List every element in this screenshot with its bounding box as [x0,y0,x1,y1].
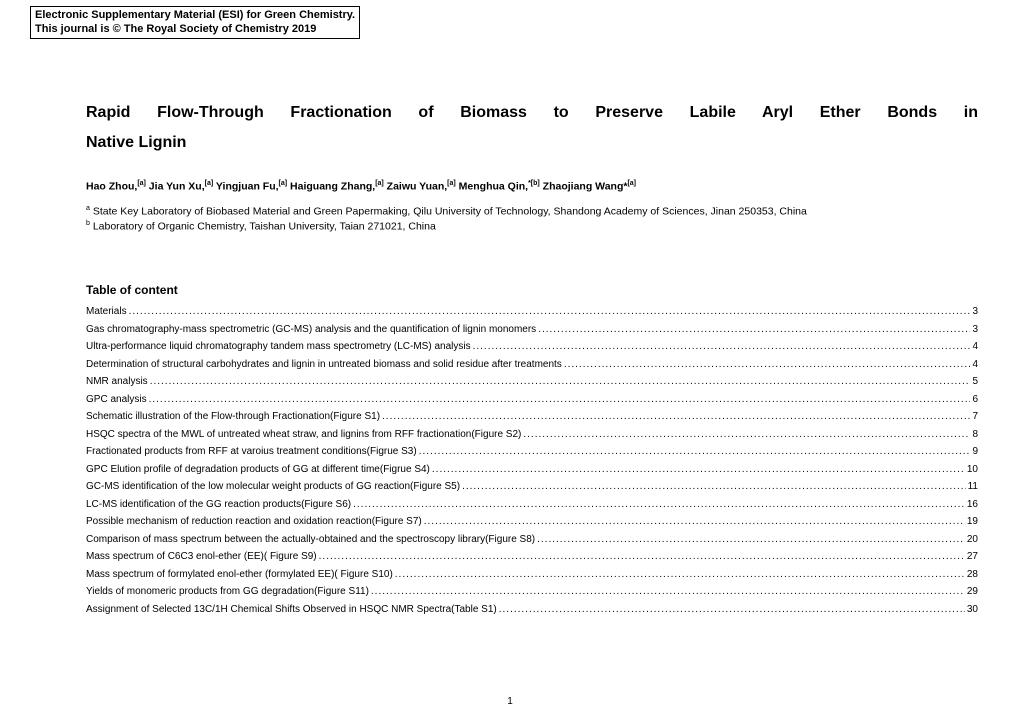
toc-entry-page: 3 [972,321,978,339]
toc-entry-label: Mass spectrum of C6C3 enol-ether (EE)( F… [86,548,317,566]
toc-entry: Ultra-performance liquid chromatography … [86,338,978,356]
toc-entry: GPC Elution profile of degradation produ… [86,461,978,479]
toc-entry-label: Assignment of Selected 13C/1H Chemical S… [86,601,497,619]
toc-leader-dots [353,496,965,514]
toc-entry-page: 3 [972,303,978,321]
toc-entry-label: GPC Elution profile of degradation produ… [86,461,430,479]
toc-entry-label: LC-MS identification of the GG reaction … [86,496,351,514]
toc-entry: Determination of structural carbohydrate… [86,356,978,374]
journal-line1: Electronic Supplementary Material (ESI) … [35,8,355,22]
toc-leader-dots [473,338,971,356]
toc-entry-page: 29 [967,583,978,601]
toc-leader-dots [564,356,971,374]
toc-entry: Materials 3 [86,303,978,321]
toc-entry-label: Materials [86,303,127,321]
toc-entry: Comparison of mass spectrum between the … [86,531,978,549]
toc-leader-dots [382,408,970,426]
toc-entry: NMR analysis 5 [86,373,978,391]
toc-entry-page: 19 [967,513,978,531]
page-number: 1 [0,696,1020,707]
toc-leader-dots [462,478,966,496]
toc-entry-page: 4 [972,338,978,356]
toc-entry-label: GC-MS identification of the low molecula… [86,478,460,496]
toc-leader-dots [499,601,965,619]
toc-entry: Mass spectrum of C6C3 enol-ether (EE)( F… [86,548,978,566]
toc-entry-page: 5 [972,373,978,391]
toc-entry-page: 6 [972,391,978,409]
toc-entry-page: 30 [967,601,978,619]
affiliation-b: b Laboratory of Organic Chemistry, Taish… [86,219,990,234]
toc-entry-label: Fractionated products from RFF at varoiu… [86,443,417,461]
toc-leader-dots [149,391,971,409]
toc-entry-page: 16 [967,496,978,514]
table-of-contents: Materials 3 Gas chromatography-mass spectr… [86,303,990,618]
toc-leader-dots [129,303,971,321]
paper-title-line1: Rapid Flow-Through Fractionation of Biom… [86,98,978,128]
journal-header: Electronic Supplementary Material (ESI) … [30,6,360,39]
toc-leader-dots [432,461,965,479]
toc-entry-label: Yields of monomeric products from GG deg… [86,583,369,601]
toc-leader-dots [395,566,965,584]
toc-entry: Fractionated products from RFF at varoiu… [86,443,978,461]
toc-entry-page: 27 [967,548,978,566]
toc-entry: GC-MS identification of the low molecula… [86,478,978,496]
toc-leader-dots [371,583,965,601]
affiliation-a: a State Key Laboratory of Biobased Mater… [86,204,990,219]
toc-leader-dots [523,426,970,444]
toc-entry: Assignment of Selected 13C/1H Chemical S… [86,601,978,619]
toc-entry-page: 20 [967,531,978,549]
toc-entry-label: Gas chromatography-mass spectrometric (G… [86,321,536,339]
toc-entry-label: Ultra-performance liquid chromatography … [86,338,471,356]
affiliations: a State Key Laboratory of Biobased Mater… [86,204,990,233]
toc-entry-label: Schematic illustration of the Flow-throu… [86,408,380,426]
toc-entry-page: 7 [972,408,978,426]
toc-entry-label: HSQC spectra of the MWL of untreated whe… [86,426,521,444]
toc-heading: Table of content [86,283,990,297]
journal-line2: This journal is © The Royal Society of C… [35,22,355,36]
toc-entry-page: 4 [972,356,978,374]
toc-entry-label: Mass spectrum of formylated enol-ether (… [86,566,393,584]
toc-leader-dots [537,531,965,549]
toc-entry: Mass spectrum of formylated enol-ether (… [86,566,978,584]
toc-entry-label: Determination of structural carbohydrate… [86,356,562,374]
toc-entry: Possible mechanism of reduction reaction… [86,513,978,531]
toc-leader-dots [150,373,971,391]
toc-entry: GPC analysis 6 [86,391,978,409]
toc-entry-page: 28 [967,566,978,584]
toc-entry: Yields of monomeric products from GG deg… [86,583,978,601]
toc-entry-page: 10 [967,461,978,479]
page-content: Rapid Flow-Through Fractionation of Biom… [86,98,990,618]
toc-leader-dots [538,321,970,339]
toc-leader-dots [419,443,971,461]
toc-entry-page: 9 [972,443,978,461]
toc-entry-page: 11 [968,478,978,496]
toc-entry-page: 8 [972,426,978,444]
toc-entry: Schematic illustration of the Flow-throu… [86,408,978,426]
toc-entry-label: Possible mechanism of reduction reaction… [86,513,422,531]
toc-entry-label: NMR analysis [86,373,148,391]
paper-title-line2: Native Lignin [86,128,978,158]
toc-leader-dots [424,513,965,531]
author-list: Hao Zhou,[a] Jia Yun Xu,[a] Yingjuan Fu,… [86,179,990,194]
toc-entry-label: Comparison of mass spectrum between the … [86,531,535,549]
toc-entry: Gas chromatography-mass spectrometric (G… [86,321,978,339]
toc-entry: LC-MS identification of the GG reaction … [86,496,978,514]
toc-entry-label: GPC analysis [86,391,147,409]
toc-leader-dots [319,548,965,566]
toc-entry: HSQC spectra of the MWL of untreated whe… [86,426,978,444]
